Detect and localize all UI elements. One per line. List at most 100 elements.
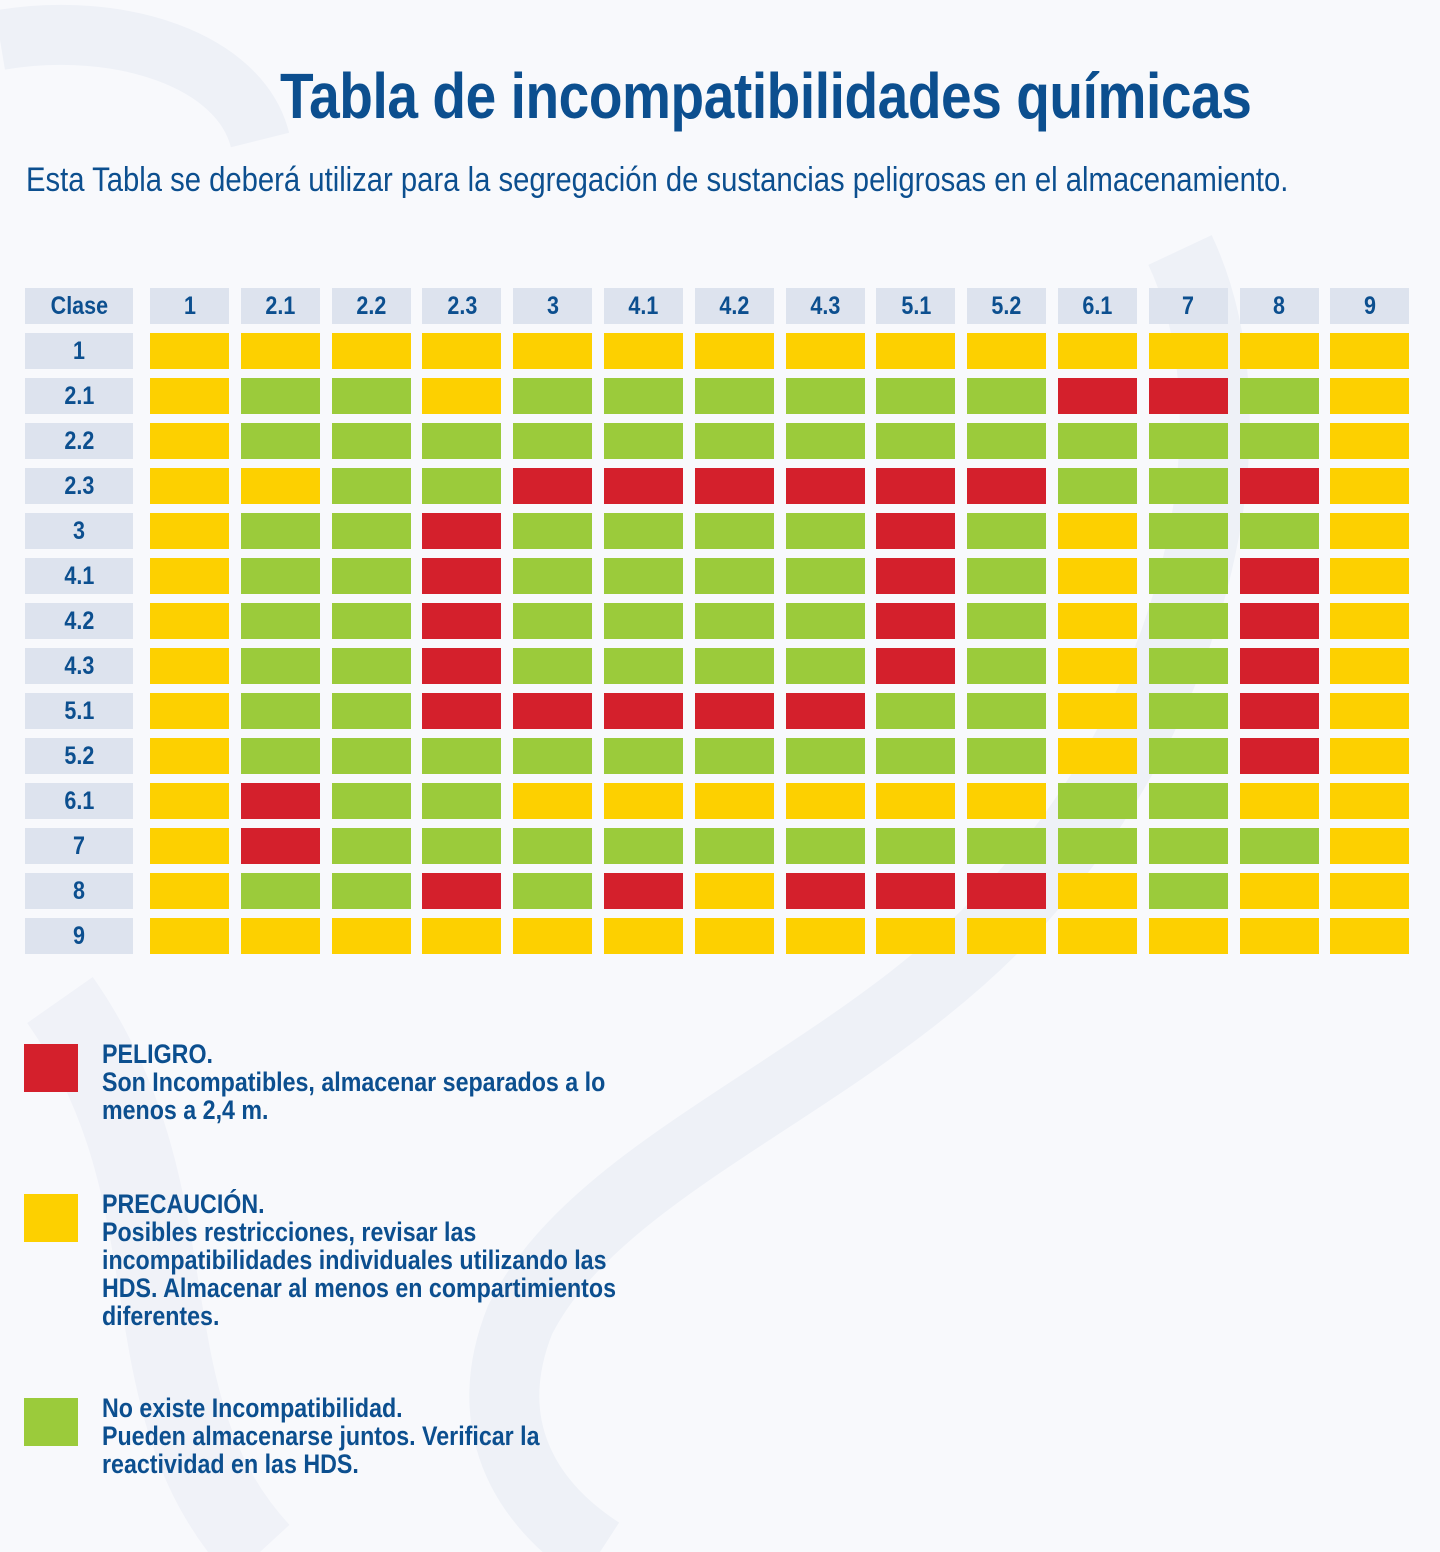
- matrix-cell-4.1-5.2: [967, 558, 1047, 594]
- matrix-cell-5.1-4.3: [785, 693, 865, 729]
- matrix-cell-2.2-2.3: [422, 423, 502, 459]
- column-header-4.3: 4.3: [785, 288, 865, 324]
- matrix-cell-4.1-8: [1239, 558, 1319, 594]
- matrix-cell-2.3-2.1: [240, 468, 320, 504]
- row-header-label: 2.2: [64, 426, 94, 455]
- matrix-cell-5.1-2.2: [331, 693, 411, 729]
- matrix-cell-2.1-4.3: [785, 378, 865, 414]
- row-header-label: 7: [73, 831, 85, 860]
- column-header-label: 5.1: [900, 291, 931, 320]
- matrix-cell-6.1-4.1: [604, 783, 683, 819]
- matrix-cell-2.3-8: [1239, 468, 1319, 504]
- matrix-cell-8-6.1: [1058, 873, 1137, 909]
- matrix-cell-2.2-7: [1148, 423, 1228, 459]
- matrix-cell-5.2-4.1: [604, 738, 683, 774]
- row-header-9: 9: [25, 918, 133, 954]
- legend-description-caution: Posibles restricciones, revisar las inco…: [102, 1217, 617, 1331]
- matrix-cell-2.3-9: [1330, 468, 1410, 504]
- matrix-cell-9-3: [513, 918, 593, 954]
- matrix-cell-5.2-2.3: [422, 738, 502, 774]
- matrix-cell-4.3-9: [1330, 648, 1410, 684]
- matrix-cell-2.1-1: [150, 378, 229, 414]
- matrix-cell-2.2-5.2: [967, 423, 1047, 459]
- matrix-cell-8-2.1: [240, 873, 320, 909]
- matrix-cell-9-7: [1148, 918, 1228, 954]
- matrix-cell-7-9: [1330, 828, 1410, 864]
- matrix-cell-2.3-7: [1148, 468, 1228, 504]
- column-header-8: 8: [1239, 288, 1319, 324]
- row-header-7: 7: [25, 828, 133, 864]
- matrix-cell-2.1-2.1: [240, 378, 320, 414]
- matrix-cell-7-2.3: [422, 828, 502, 864]
- row-header-label: 9: [73, 921, 85, 950]
- column-header-4.1: 4.1: [604, 288, 683, 324]
- matrix-cell-9-6.1: [1058, 918, 1137, 954]
- matrix-cell-7-3: [513, 828, 593, 864]
- matrix-cell-5.1-9: [1330, 693, 1410, 729]
- matrix-cell-4.1-4.2: [694, 558, 774, 594]
- row-header-label: 2.3: [64, 471, 94, 500]
- matrix-cell-1-8: [1239, 333, 1319, 369]
- row-header-4.3: 4.3: [25, 648, 133, 684]
- matrix-cell-3-7: [1148, 513, 1228, 549]
- matrix-cell-8-4.2: [694, 873, 774, 909]
- legend-text-compatible: No existe Incompatibilidad. Pueden almac…: [102, 1394, 618, 1478]
- matrix-cell-2.1-2.2: [331, 378, 411, 414]
- matrix-cell-8-8: [1239, 873, 1319, 909]
- matrix-cell-1-4.2: [694, 333, 774, 369]
- matrix-cell-4.3-2.3: [422, 648, 502, 684]
- row-header-label: 1: [73, 336, 85, 365]
- matrix-cell-4.1-2.2: [331, 558, 411, 594]
- matrix-cell-4.3-5.2: [967, 648, 1047, 684]
- matrix-cell-4.3-4.1: [604, 648, 683, 684]
- column-header-7: 7: [1148, 288, 1228, 324]
- matrix-cell-8-4.3: [785, 873, 865, 909]
- matrix-cell-2.3-3: [513, 468, 593, 504]
- row-header-4.1: 4.1: [25, 558, 133, 594]
- matrix-cell-3-5.1: [876, 513, 956, 549]
- matrix-cell-7-2.1: [240, 828, 320, 864]
- matrix-cell-4.1-4.3: [785, 558, 865, 594]
- matrix-cell-5.1-4.1: [604, 693, 683, 729]
- matrix-cell-2.2-3: [513, 423, 593, 459]
- matrix-cell-5.2-4.2: [694, 738, 774, 774]
- matrix-cell-1-4.1: [604, 333, 683, 369]
- column-header-label: 5.2: [991, 291, 1022, 320]
- matrix-cell-5.1-5.1: [876, 693, 956, 729]
- matrix-cell-9-4.1: [604, 918, 683, 954]
- row-header-6.1: 6.1: [25, 783, 133, 819]
- matrix-cell-2.2-4.3: [785, 423, 865, 459]
- matrix-cell-4.3-5.1: [876, 648, 956, 684]
- row-header-2.1: 2.1: [25, 378, 133, 414]
- legend-description-danger: Son Incompatibles, almacenar separados a…: [102, 1067, 606, 1125]
- column-header-label: 9: [1363, 291, 1376, 320]
- matrix-cell-5.1-3: [513, 693, 593, 729]
- matrix-cell-4.1-4.1: [604, 558, 683, 594]
- matrix-cell-5.2-1: [150, 738, 229, 774]
- matrix-cell-5.2-3: [513, 738, 593, 774]
- column-header-label: 2.3: [446, 291, 477, 320]
- matrix-cell-6.1-4.2: [694, 783, 774, 819]
- matrix-cell-7-5.2: [967, 828, 1047, 864]
- matrix-cell-1-1: [150, 333, 229, 369]
- row-header-1: 1: [25, 333, 133, 369]
- legend-swatch-yellow: [24, 1194, 78, 1242]
- matrix-cell-8-5.2: [967, 873, 1047, 909]
- column-header-label: 6.1: [1082, 291, 1113, 320]
- column-header-label: 3: [546, 291, 559, 320]
- matrix-cell-4.2-8: [1239, 603, 1319, 639]
- matrix-cell-2.1-9: [1330, 378, 1410, 414]
- matrix-cell-6.1-2.3: [422, 783, 502, 819]
- legend-description-compatible: Pueden almacenarse juntos. Verificar la …: [102, 1421, 540, 1479]
- matrix-cell-4.3-3: [513, 648, 593, 684]
- matrix-cell-8-2.3: [422, 873, 502, 909]
- row-header-label: 4.1: [64, 561, 94, 590]
- matrix-cell-8-9: [1330, 873, 1410, 909]
- legend-title-danger: PELIGRO.: [102, 1039, 213, 1069]
- row-header-2.3: 2.3: [25, 468, 133, 504]
- matrix-cell-2.3-1: [150, 468, 229, 504]
- matrix-cell-4.2-9: [1330, 603, 1410, 639]
- matrix-cell-3-3: [513, 513, 593, 549]
- matrix-cell-6.1-1: [150, 783, 229, 819]
- matrix-cell-4.2-4.2: [694, 603, 774, 639]
